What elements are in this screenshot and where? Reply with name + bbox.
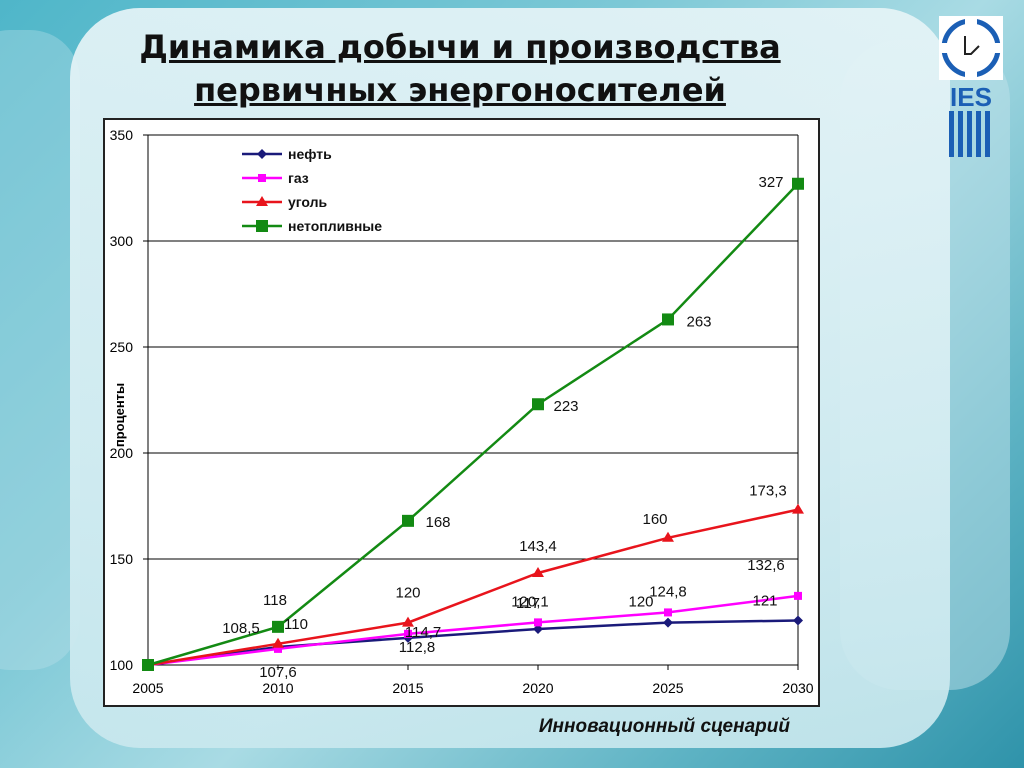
marker-square <box>794 591 802 600</box>
marker-triangle <box>532 566 544 577</box>
x-tick-label: 2015 <box>392 680 423 696</box>
marker-diamond <box>793 615 803 626</box>
data-label: 223 <box>553 398 578 415</box>
chart-container: 100 150 200 250 300 350 2005 2010 2015 2020 2025 20… <box>103 118 820 707</box>
data-label: 112,8 <box>399 639 435 656</box>
marker-large-square <box>142 659 154 671</box>
data-label: 108,5 <box>222 620 260 637</box>
data-label: 168 <box>425 514 450 531</box>
data-label: 117 <box>516 595 540 612</box>
data-label: 124,8 <box>649 583 687 600</box>
marker-square <box>534 618 542 627</box>
marker-triangle <box>402 616 414 627</box>
data-label: 107,6 <box>259 664 297 681</box>
marker-diamond <box>663 617 673 628</box>
y-tick-label: 350 <box>110 127 134 143</box>
y-tick-label: 300 <box>110 233 134 249</box>
y-axis-label: проценты <box>112 383 127 447</box>
legend-label: нефть <box>288 146 332 162</box>
legend-label: уголь <box>288 194 328 210</box>
series-line-1 <box>147 594 799 667</box>
background-panel-left <box>0 30 80 670</box>
legend-label: газ <box>288 170 309 186</box>
data-label: 121 <box>752 592 777 609</box>
marker-large-square <box>272 620 284 633</box>
data-label: 120 <box>395 585 420 602</box>
marker-triangle <box>256 196 268 206</box>
data-label: 120,1 <box>511 593 549 610</box>
marker-triangle <box>662 531 674 542</box>
line-chart: 100 150 200 250 300 350 2005 2010 2015 2020 2025 20… <box>110 127 814 696</box>
marker-square <box>664 608 672 617</box>
y-tick-label: 200 <box>110 445 134 461</box>
x-tick-label: 2030 <box>782 680 813 696</box>
marker-triangle <box>272 637 284 648</box>
marker-large-square <box>532 398 544 411</box>
logo-text: IES <box>950 82 992 112</box>
data-label: 120 <box>628 594 653 611</box>
slide-title: Динамика добычи и производства первичных… <box>139 28 781 109</box>
marker-square <box>274 644 282 653</box>
y-tick-label: 150 <box>110 551 134 567</box>
x-tick-label: 2005 <box>132 680 163 696</box>
legend-label: нетопливные <box>288 218 382 234</box>
marker-diamond <box>533 623 543 634</box>
data-label: 132,6 <box>747 557 785 574</box>
series-line-3 <box>147 182 799 667</box>
data-label: 114,7 <box>405 624 441 641</box>
x-tick-label: 2025 <box>652 680 683 696</box>
x-tick-label: 2010 <box>262 680 293 696</box>
data-label: 327 <box>758 174 783 191</box>
y-tick-label: 100 <box>110 657 134 673</box>
x-tick-label: 2020 <box>522 680 553 696</box>
marker-large-square <box>256 220 268 232</box>
marker-large-square <box>662 313 674 326</box>
data-label: 118 <box>263 592 287 609</box>
marker-large-square <box>402 514 414 527</box>
data-label: 143,4 <box>519 538 557 555</box>
ies-logo: IES <box>937 14 1005 159</box>
data-label: 160 <box>642 511 667 528</box>
y-tick-label: 250 <box>110 339 134 355</box>
data-label: 110 <box>284 616 308 633</box>
scenario-caption: Инновационный сценарий <box>538 716 790 737</box>
data-label: 263 <box>686 313 711 330</box>
marker-diamond <box>257 149 267 159</box>
marker-large-square <box>792 177 804 190</box>
series-line-2 <box>147 508 799 667</box>
marker-square <box>258 174 266 182</box>
marker-square <box>404 629 412 638</box>
data-label: 173,3 <box>749 483 787 500</box>
series-line-0 <box>147 619 799 667</box>
marker-triangle <box>792 503 804 514</box>
